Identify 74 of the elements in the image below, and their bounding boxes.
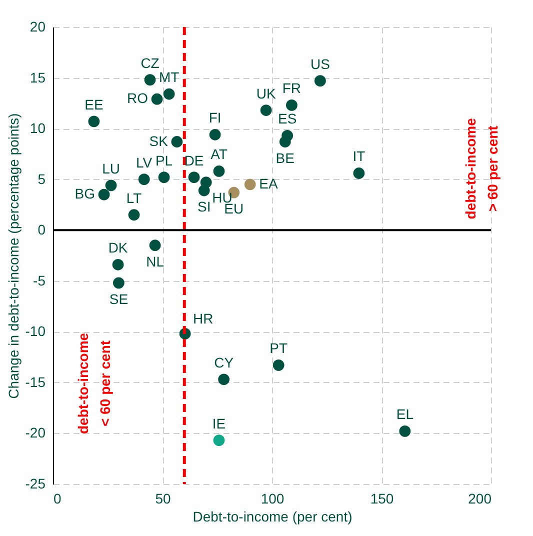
y-tick-label: 0: [38, 222, 46, 238]
y-tick-label: 5: [38, 170, 46, 187]
annotation: PL: [155, 152, 173, 168]
point: [213, 434, 225, 446]
point: [171, 136, 183, 148]
point: [112, 258, 124, 270]
point: [105, 180, 117, 192]
y-tick-label: 20: [30, 18, 46, 34]
point: [218, 374, 230, 386]
point: [198, 184, 210, 196]
annotation: CZ: [140, 54, 160, 71]
annotation: RO: [127, 90, 148, 106]
point: [149, 240, 161, 252]
annotation: debt-to-income > 60 per cent: [462, 118, 501, 220]
annotation: SI: [197, 198, 211, 215]
point: [244, 178, 256, 190]
annotation: FI: [208, 110, 222, 126]
point: [158, 172, 170, 183]
point: [209, 128, 221, 140]
annotation: ES: [278, 110, 297, 127]
point: [163, 88, 175, 100]
y-tick-label: -20: [25, 424, 46, 441]
point: [286, 100, 298, 111]
point: [98, 188, 110, 200]
annotation: SK: [149, 132, 169, 149]
annotation: DK: [108, 240, 128, 256]
annotation: UK: [256, 85, 276, 102]
x-axis-title: Debt-to-income (per cent): [192, 508, 352, 524]
x-tick-label: 50: [155, 490, 171, 506]
annotation: EL: [396, 406, 414, 422]
annotation: EA: [259, 175, 278, 192]
annotation: HR: [193, 310, 214, 327]
point: [213, 166, 225, 177]
annotation: PT: [270, 340, 288, 356]
point: [128, 209, 140, 221]
annotation: US: [310, 56, 330, 72]
y-tick-label: 10: [30, 120, 46, 136]
y-tick-label: -15: [25, 374, 46, 390]
annotation: debt-to-income < 60 per cent: [75, 332, 114, 434]
x-tick-label: 0: [54, 490, 62, 506]
annotation: BG: [74, 186, 96, 202]
y-tick-label: -10: [25, 323, 46, 340]
y-tick-label: 15: [30, 69, 46, 86]
point: [113, 277, 124, 289]
point: [314, 75, 326, 87]
x-tick-label: 150: [370, 490, 394, 506]
x-tick-label: 100: [260, 490, 284, 506]
y-tick-label: -5: [33, 272, 46, 288]
annotation: AT: [210, 146, 228, 162]
annotation: LU: [102, 160, 120, 176]
y-tick-label: -25: [25, 476, 46, 492]
annotation: IT: [352, 148, 366, 164]
annotation: LV: [136, 154, 153, 170]
annotation: CY: [214, 354, 234, 370]
y-axis-title: Change in debt-to-income (percentage points): [5, 113, 22, 399]
annotation: EE: [84, 96, 104, 112]
annotation: FR: [282, 80, 302, 96]
point: [188, 172, 200, 183]
annotation: LT: [126, 190, 142, 206]
annotation: MT: [158, 69, 180, 86]
point: [144, 74, 156, 86]
point: [353, 168, 365, 179]
point: [151, 93, 163, 105]
annotation: SE: [109, 290, 128, 307]
annotation: BE: [276, 150, 294, 166]
point: [272, 359, 284, 371]
point: [88, 116, 100, 128]
annotation: IE: [212, 415, 226, 432]
x-tick-label: 200: [468, 490, 492, 506]
annotation: NL: [146, 253, 164, 270]
point: [138, 174, 150, 186]
point: [260, 104, 272, 116]
point: [279, 136, 291, 148]
point: [399, 426, 411, 437]
